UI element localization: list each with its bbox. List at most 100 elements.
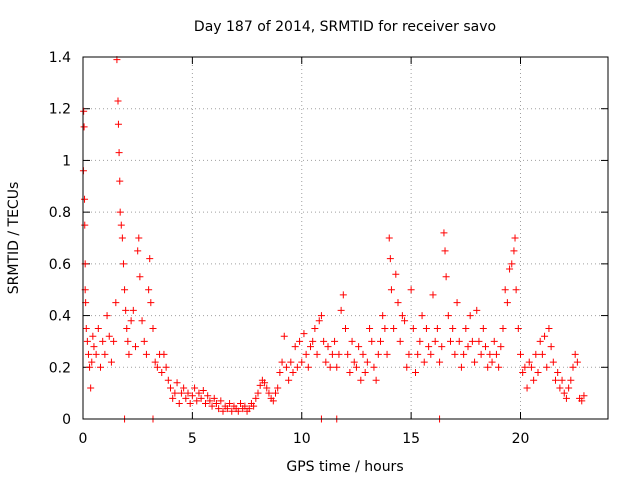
data-point [129, 306, 137, 314]
data-point [457, 363, 465, 371]
data-point [490, 337, 498, 345]
x-tick-label: 10 [293, 431, 311, 447]
data-point [84, 350, 92, 358]
data-point [514, 325, 522, 332]
data-point [460, 350, 468, 358]
y-tick-label: 0.8 [49, 205, 71, 221]
data-point [82, 325, 90, 332]
data-point [468, 337, 476, 345]
data-point [368, 337, 376, 345]
data-point [503, 299, 511, 307]
data-point [497, 343, 505, 351]
data-point [560, 389, 568, 397]
data-point [377, 337, 384, 345]
x-tick-label: 0 [79, 431, 88, 447]
data-point [195, 389, 203, 397]
data-point [94, 325, 102, 332]
data-point [160, 350, 168, 358]
data-point [86, 363, 94, 371]
data-point [484, 363, 492, 371]
data-point [462, 325, 470, 332]
y-axis-title: SRMTID / TECUs [6, 182, 22, 295]
data-point [562, 394, 570, 402]
data-point [134, 247, 142, 255]
data-point [511, 234, 519, 242]
data-point [499, 325, 507, 332]
data-point [442, 273, 450, 281]
data-point [175, 399, 183, 407]
data-point [127, 317, 135, 325]
data-point [416, 337, 424, 345]
data-point [293, 363, 301, 371]
data-point [348, 337, 356, 345]
data-point [366, 325, 374, 332]
data-point [383, 350, 391, 358]
data-point [571, 350, 579, 358]
data-point [385, 234, 393, 242]
data-point [519, 368, 527, 376]
data-point [342, 325, 349, 332]
data-point [359, 350, 367, 358]
data-point [370, 363, 378, 371]
data-point [326, 363, 334, 371]
data-point [81, 221, 89, 229]
data-point [212, 399, 220, 407]
data-point [475, 337, 483, 345]
data-point [114, 97, 122, 105]
data-point [191, 384, 199, 392]
y-tick-label: 0.6 [49, 257, 71, 273]
data-point [405, 350, 413, 358]
data-point [199, 387, 207, 395]
data-point [449, 325, 457, 332]
data-point [274, 384, 282, 392]
data-point [530, 376, 538, 384]
data-point [296, 337, 304, 345]
data-point [123, 325, 131, 332]
data-point [122, 306, 130, 314]
chart-title: Day 187 of 2014, SRMTID for receiver sav… [194, 19, 496, 35]
data-point [88, 358, 96, 366]
data-point [422, 325, 430, 332]
data-point [361, 368, 369, 376]
data-point [121, 286, 129, 294]
data-point [394, 299, 402, 307]
data-point [420, 358, 428, 366]
data-point [119, 260, 127, 268]
data-point [510, 247, 518, 255]
data-point [124, 337, 132, 345]
data-point [501, 286, 509, 294]
data-point [223, 405, 231, 413]
data-point [217, 397, 225, 405]
data-point [254, 389, 262, 397]
data-point [549, 358, 557, 366]
data-point [272, 389, 279, 397]
data-point [315, 317, 323, 325]
data-point [146, 255, 154, 263]
data-point [276, 368, 284, 376]
x-tick-label: 5 [188, 431, 197, 447]
data-point [138, 317, 146, 325]
data-point [339, 291, 347, 299]
data-point [125, 350, 133, 358]
data-point [328, 350, 336, 358]
data-point [140, 337, 148, 345]
data-point [81, 195, 89, 203]
data-point [116, 208, 124, 216]
data-point [287, 358, 295, 366]
data-point [392, 270, 400, 278]
data-point [80, 107, 88, 115]
data-point [580, 392, 588, 400]
data-point [357, 376, 365, 384]
data-point [245, 405, 253, 413]
data-point [147, 299, 155, 307]
data-point [558, 376, 566, 384]
data-point [307, 343, 314, 351]
data-point [256, 381, 264, 389]
data-point [409, 325, 417, 332]
data-point [83, 337, 91, 345]
y-tick-label: 0 [62, 412, 71, 428]
data-point [355, 343, 363, 351]
data-point [381, 325, 389, 332]
data-points [79, 56, 588, 423]
